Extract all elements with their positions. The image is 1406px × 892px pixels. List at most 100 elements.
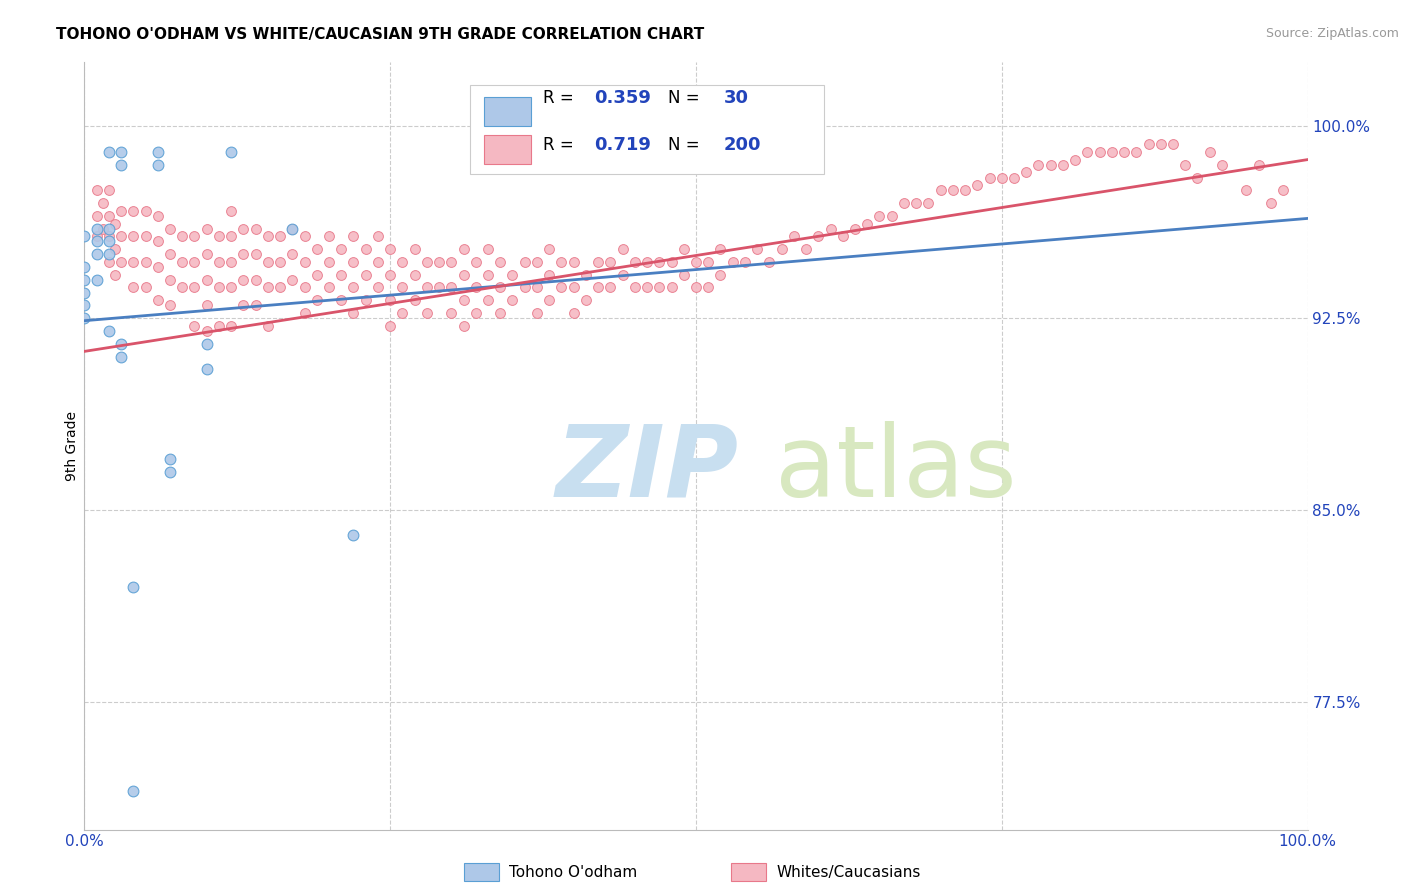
Point (122, 784, 145, 798)
Point (232, 221, 254, 235)
Point (97, 255, 120, 269)
Point (880, 209, 903, 223)
Point (991, 170, 1014, 185)
Point (146, 145, 169, 159)
Point (586, 280, 609, 294)
Point (869, 209, 891, 223)
Point (562, 255, 585, 269)
Point (489, 280, 512, 294)
Point (917, 196, 939, 211)
Point (195, 298, 218, 312)
Point (330, 293, 353, 308)
Point (367, 229, 389, 244)
Point (110, 229, 132, 244)
Point (1161, 137, 1184, 152)
Point (453, 318, 475, 333)
Point (73, 285, 96, 300)
Point (354, 242, 377, 256)
Point (104, 242, 127, 256)
Point (104, 268, 127, 282)
Point (1076, 145, 1098, 159)
Point (245, 221, 267, 235)
Point (281, 247, 304, 261)
Point (257, 280, 280, 294)
Point (208, 255, 231, 269)
Point (172, 255, 194, 269)
Point (135, 255, 157, 269)
Point (122, 280, 145, 294)
Point (1137, 137, 1160, 152)
Point (453, 268, 475, 282)
Point (929, 183, 952, 197)
Point (232, 273, 254, 287)
Point (110, 158, 132, 172)
Point (440, 280, 463, 294)
Point (159, 273, 181, 287)
Point (747, 242, 769, 256)
Point (672, 242, 695, 256)
Point (404, 293, 426, 308)
Point (122, 229, 145, 244)
Point (1236, 183, 1258, 197)
Point (391, 280, 413, 294)
Point (844, 221, 866, 235)
Point (905, 196, 928, 211)
Point (416, 255, 439, 269)
Point (342, 255, 364, 269)
Point (122, 580, 145, 594)
FancyBboxPatch shape (470, 86, 824, 174)
Point (110, 350, 132, 364)
Point (219, 280, 242, 294)
Point (1187, 170, 1209, 185)
Point (232, 298, 254, 312)
Point (245, 247, 267, 261)
Point (612, 242, 634, 256)
Point (245, 273, 267, 287)
Point (783, 229, 806, 244)
Point (599, 280, 621, 294)
Point (624, 255, 647, 269)
Point (86, 221, 108, 235)
Point (1260, 196, 1282, 211)
Point (122, 203, 145, 218)
Point (477, 293, 499, 308)
Point (794, 242, 817, 256)
Point (464, 255, 486, 269)
Point (1125, 145, 1147, 159)
Point (245, 298, 267, 312)
Text: 0.719: 0.719 (595, 136, 651, 153)
Point (966, 178, 988, 193)
Point (122, 255, 145, 269)
Point (342, 528, 364, 542)
Point (269, 229, 291, 244)
Point (195, 247, 218, 261)
Point (281, 273, 304, 287)
Point (269, 280, 291, 294)
Point (318, 280, 340, 294)
Point (416, 280, 439, 294)
Point (586, 255, 609, 269)
Text: Source: ZipAtlas.com: Source: ZipAtlas.com (1265, 27, 1399, 40)
Point (562, 280, 585, 294)
Point (172, 229, 194, 244)
Point (330, 242, 353, 256)
Point (146, 293, 169, 308)
Point (219, 318, 242, 333)
Point (404, 268, 426, 282)
Point (281, 221, 304, 235)
Point (159, 298, 181, 312)
Point (1247, 158, 1270, 172)
Point (183, 318, 205, 333)
Text: 200: 200 (724, 136, 762, 153)
Point (305, 293, 328, 308)
Text: atlas: atlas (776, 420, 1017, 517)
Point (219, 203, 242, 218)
Text: ZIP: ZIP (555, 420, 738, 517)
Point (97, 183, 120, 197)
Point (685, 280, 707, 294)
Point (195, 362, 218, 376)
Point (1272, 183, 1295, 197)
Point (183, 255, 205, 269)
Point (86, 229, 108, 244)
Point (367, 255, 389, 269)
